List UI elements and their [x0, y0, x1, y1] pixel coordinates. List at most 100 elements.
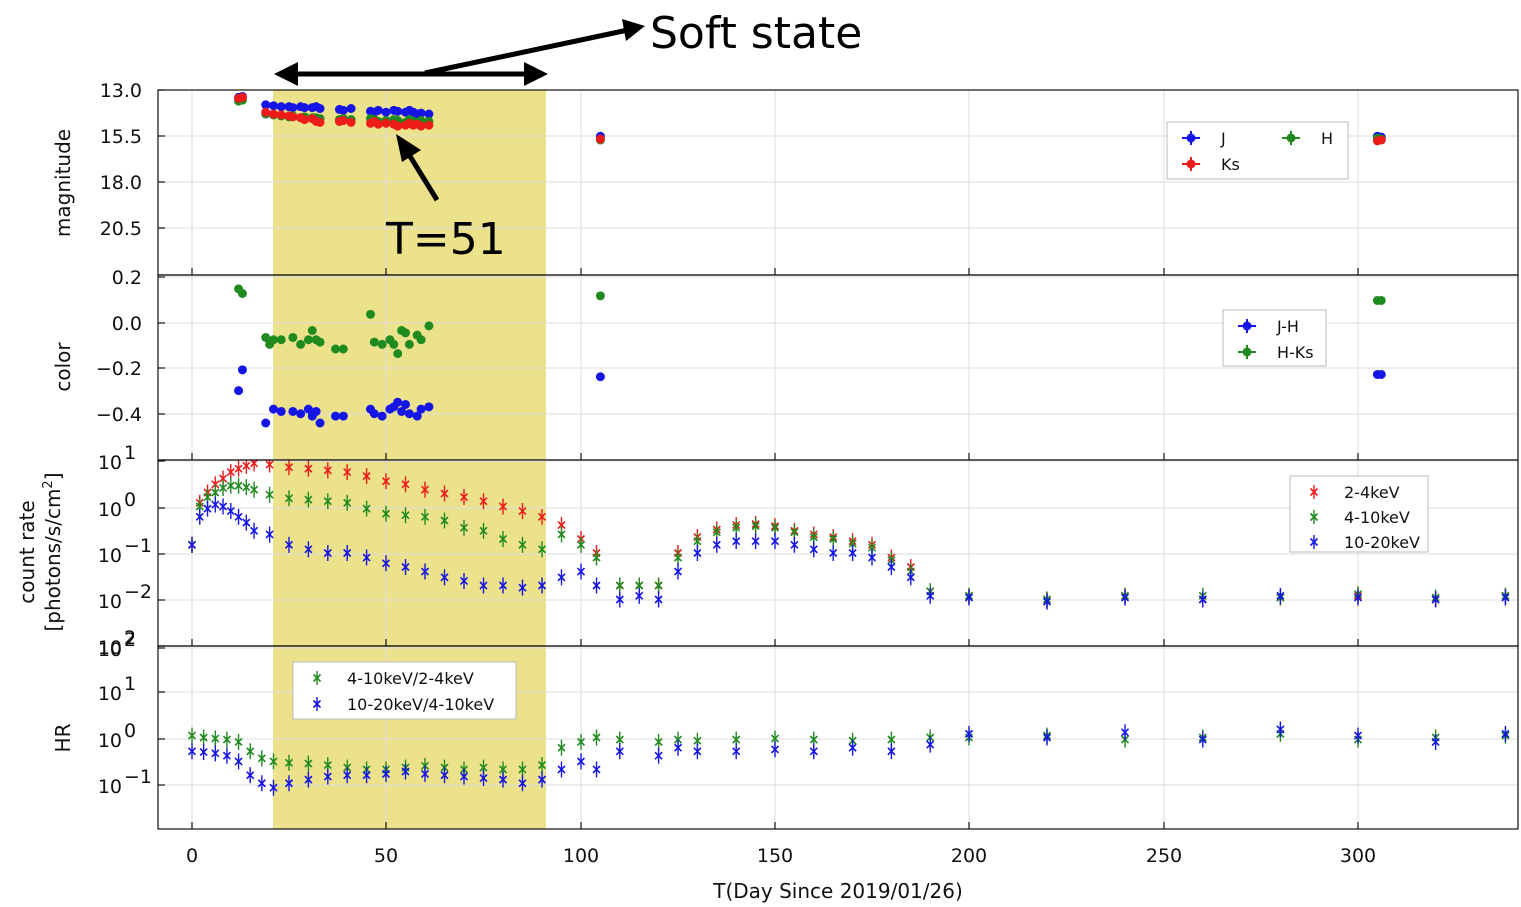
data-point — [261, 100, 271, 110]
data-point — [1376, 295, 1386, 305]
data-point — [420, 485, 430, 494]
data-point — [288, 406, 298, 416]
data-point — [338, 105, 348, 115]
y-tick-label: 10 — [98, 452, 122, 474]
data-point — [203, 504, 212, 513]
data-point — [1042, 733, 1052, 742]
legend-label: 10-20keV/4-10keV — [347, 695, 494, 714]
data-point — [393, 121, 403, 131]
data-point — [276, 406, 286, 416]
data-point — [323, 760, 332, 770]
data-point — [1276, 591, 1285, 600]
y-tick-label: 10 — [98, 776, 122, 798]
x-tick-label: 150 — [757, 845, 793, 867]
data-point — [595, 372, 605, 382]
data-point — [770, 523, 780, 532]
data-point — [673, 567, 683, 576]
data-point — [592, 581, 601, 590]
magnitude-panel: 13.0 15.5 18.0 20.5 J H Ks — [100, 80, 1519, 276]
legend-box — [1222, 309, 1327, 367]
data-point — [576, 540, 586, 549]
data-point — [654, 737, 663, 746]
data-point — [887, 562, 896, 572]
data-point — [226, 506, 235, 516]
data-point — [459, 576, 469, 586]
data-point — [237, 289, 247, 298]
data-point — [424, 321, 434, 331]
data-point — [284, 494, 294, 503]
data-point — [615, 747, 624, 756]
t51-annotation: T=51 — [385, 134, 506, 265]
data-point — [222, 735, 231, 744]
data-point — [284, 540, 294, 549]
t51-label: T=51 — [385, 214, 506, 265]
data-point — [211, 480, 220, 489]
data-point — [420, 512, 430, 521]
data-point — [401, 480, 410, 489]
data-point — [218, 474, 228, 483]
legend-box — [1166, 121, 1349, 180]
data-point — [199, 733, 208, 742]
data-point — [261, 332, 271, 342]
data-point — [498, 581, 508, 590]
data-point — [537, 512, 547, 521]
data-point — [234, 481, 243, 490]
data-point — [346, 117, 356, 127]
legend-label: 10-20keV — [1344, 533, 1420, 552]
data-point — [237, 365, 247, 375]
data-point — [732, 735, 741, 744]
data-point — [557, 743, 566, 752]
data-point — [518, 779, 527, 788]
data-point — [288, 103, 298, 113]
data-point — [250, 459, 259, 468]
data-point — [211, 749, 220, 758]
data-point — [296, 339, 306, 349]
data-point — [712, 540, 721, 549]
data-point — [420, 761, 430, 770]
data-point — [440, 771, 449, 780]
legend-marker — [1186, 159, 1196, 169]
data-point — [537, 760, 547, 770]
data-point — [338, 411, 348, 421]
data-point — [809, 747, 818, 756]
legend-marker — [1286, 133, 1296, 143]
legend: J-H H-Ks — [1222, 309, 1327, 367]
data-point — [1376, 135, 1386, 145]
data-point — [323, 466, 332, 475]
data-point — [635, 581, 644, 590]
soft-state-label: Soft state — [650, 8, 862, 59]
data-point — [315, 418, 325, 428]
data-point — [1120, 593, 1130, 602]
data-point — [498, 775, 508, 784]
data-point — [331, 411, 341, 421]
data-point — [268, 335, 278, 345]
series-J-H — [234, 365, 1386, 428]
data-point — [635, 591, 644, 600]
legend-marker — [1186, 133, 1196, 143]
legend-label: 2-4keV — [1344, 483, 1400, 502]
data-point — [381, 559, 391, 568]
y-tick-exponent: 1 — [124, 442, 136, 464]
magnitude-ylabel: magnitude — [51, 129, 75, 237]
data-point — [615, 581, 624, 590]
data-point — [257, 779, 266, 788]
legend-label: J-H — [1276, 317, 1299, 336]
data-point — [412, 411, 422, 421]
data-point — [693, 548, 702, 558]
data-point — [416, 404, 426, 414]
data-point — [362, 553, 371, 562]
pointer-tip — [622, 19, 645, 41]
data-point — [440, 573, 449, 582]
series-10-20keV — [187, 496, 1510, 610]
data-point — [440, 489, 449, 498]
data-point — [381, 477, 391, 486]
left-arrowhead — [274, 62, 298, 86]
legend-label: H-Ks — [1277, 343, 1314, 362]
series-Ks — [234, 92, 1386, 146]
y-tick-label: 10 — [98, 639, 122, 661]
data-point — [304, 775, 313, 784]
data-point — [288, 332, 298, 342]
data-point — [416, 121, 426, 131]
data-point — [420, 769, 430, 778]
x-tick-label: 200 — [951, 845, 987, 867]
